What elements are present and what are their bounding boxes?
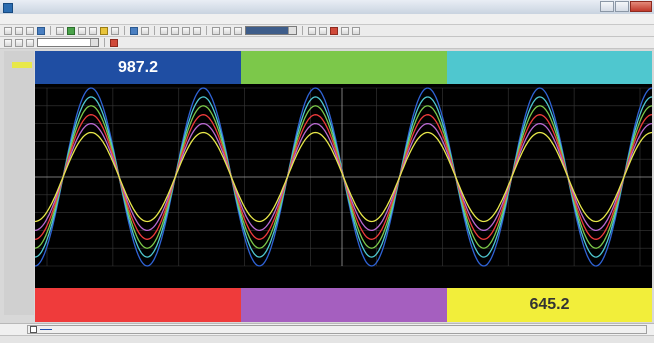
toolbar-separator — [154, 26, 155, 35]
app-icon — [3, 3, 13, 13]
minimize-button[interactable] — [600, 1, 614, 12]
record-icon[interactable] — [37, 26, 45, 35]
panel-value — [447, 51, 652, 84]
legend-dropdown[interactable] — [27, 325, 647, 334]
save-icon[interactable] — [15, 26, 23, 35]
marker-icon[interactable] — [100, 26, 108, 35]
copy-icon[interactable] — [111, 26, 119, 35]
toolbar-separator — [124, 26, 125, 35]
toolbar-separator — [206, 26, 207, 35]
status-bar — [0, 335, 654, 343]
grid-icon[interactable] — [56, 26, 64, 35]
print-icon[interactable] — [26, 26, 34, 35]
open-icon[interactable] — [4, 26, 12, 35]
play-icon[interactable] — [67, 26, 75, 35]
trend-chart-svg — [35, 87, 652, 267]
close-button[interactable] — [630, 1, 652, 12]
line-style-icon[interactable] — [182, 26, 190, 35]
back-icon[interactable] — [4, 38, 12, 47]
zoom-in-icon[interactable] — [212, 26, 220, 35]
value-panel-4[interactable] — [35, 288, 241, 322]
panel-value — [241, 288, 447, 322]
series-line-6 — [35, 131, 652, 223]
left-margin — [4, 51, 34, 315]
zoom-fit-icon[interactable] — [234, 26, 242, 35]
trend-chart[interactable] — [35, 84, 652, 288]
forward-icon[interactable] — [15, 38, 23, 47]
stop-icon[interactable] — [89, 26, 97, 35]
cursor-icon[interactable] — [130, 26, 138, 35]
settings-icon[interactable] — [341, 26, 349, 35]
zoom-out-icon[interactable] — [223, 26, 231, 35]
panel-value: 987.2 — [117, 58, 159, 76]
flag-icon[interactable] — [110, 38, 118, 47]
active-marker — [12, 62, 32, 68]
maximize-button[interactable] — [615, 1, 629, 12]
legend-bar — [0, 323, 654, 335]
secondary-toolbar — [0, 37, 654, 49]
chevron-down-icon — [288, 27, 296, 34]
legend-checkbox[interactable] — [30, 326, 37, 333]
scale-icon[interactable] — [141, 26, 149, 35]
info-icon[interactable] — [352, 26, 360, 35]
line-style-icon[interactable] — [171, 26, 179, 35]
value-panel-1[interactable]: 987.2 — [35, 51, 241, 84]
toolbar-separator — [104, 38, 105, 47]
value-panel-2[interactable] — [241, 51, 447, 84]
value-panel-5[interactable] — [241, 288, 447, 322]
scale-select[interactable] — [37, 38, 99, 47]
title-bar — [0, 0, 654, 15]
main-toolbar — [0, 25, 654, 37]
search-icon[interactable] — [26, 38, 34, 47]
alarm-icon[interactable] — [330, 26, 338, 35]
window-controls — [600, 1, 652, 13]
pause-icon[interactable] — [78, 26, 86, 35]
panel-value — [35, 288, 241, 322]
display-select[interactable] — [245, 26, 297, 35]
toolbar-separator — [50, 26, 51, 35]
panel-value: 645.2 — [529, 296, 570, 313]
menu-bar — [0, 14, 654, 25]
list-icon[interactable] — [308, 26, 316, 35]
line-style-icon[interactable] — [193, 26, 201, 35]
value-panel-6[interactable]: 645.2 — [447, 288, 652, 322]
line-style-icon[interactable] — [160, 26, 168, 35]
toolbar-separator — [302, 26, 303, 35]
panel-value — [241, 51, 447, 84]
value-panel-3[interactable] — [447, 51, 652, 84]
legend-line-icon — [40, 329, 52, 330]
chevron-down-icon — [90, 39, 98, 46]
table-icon[interactable] — [319, 26, 327, 35]
